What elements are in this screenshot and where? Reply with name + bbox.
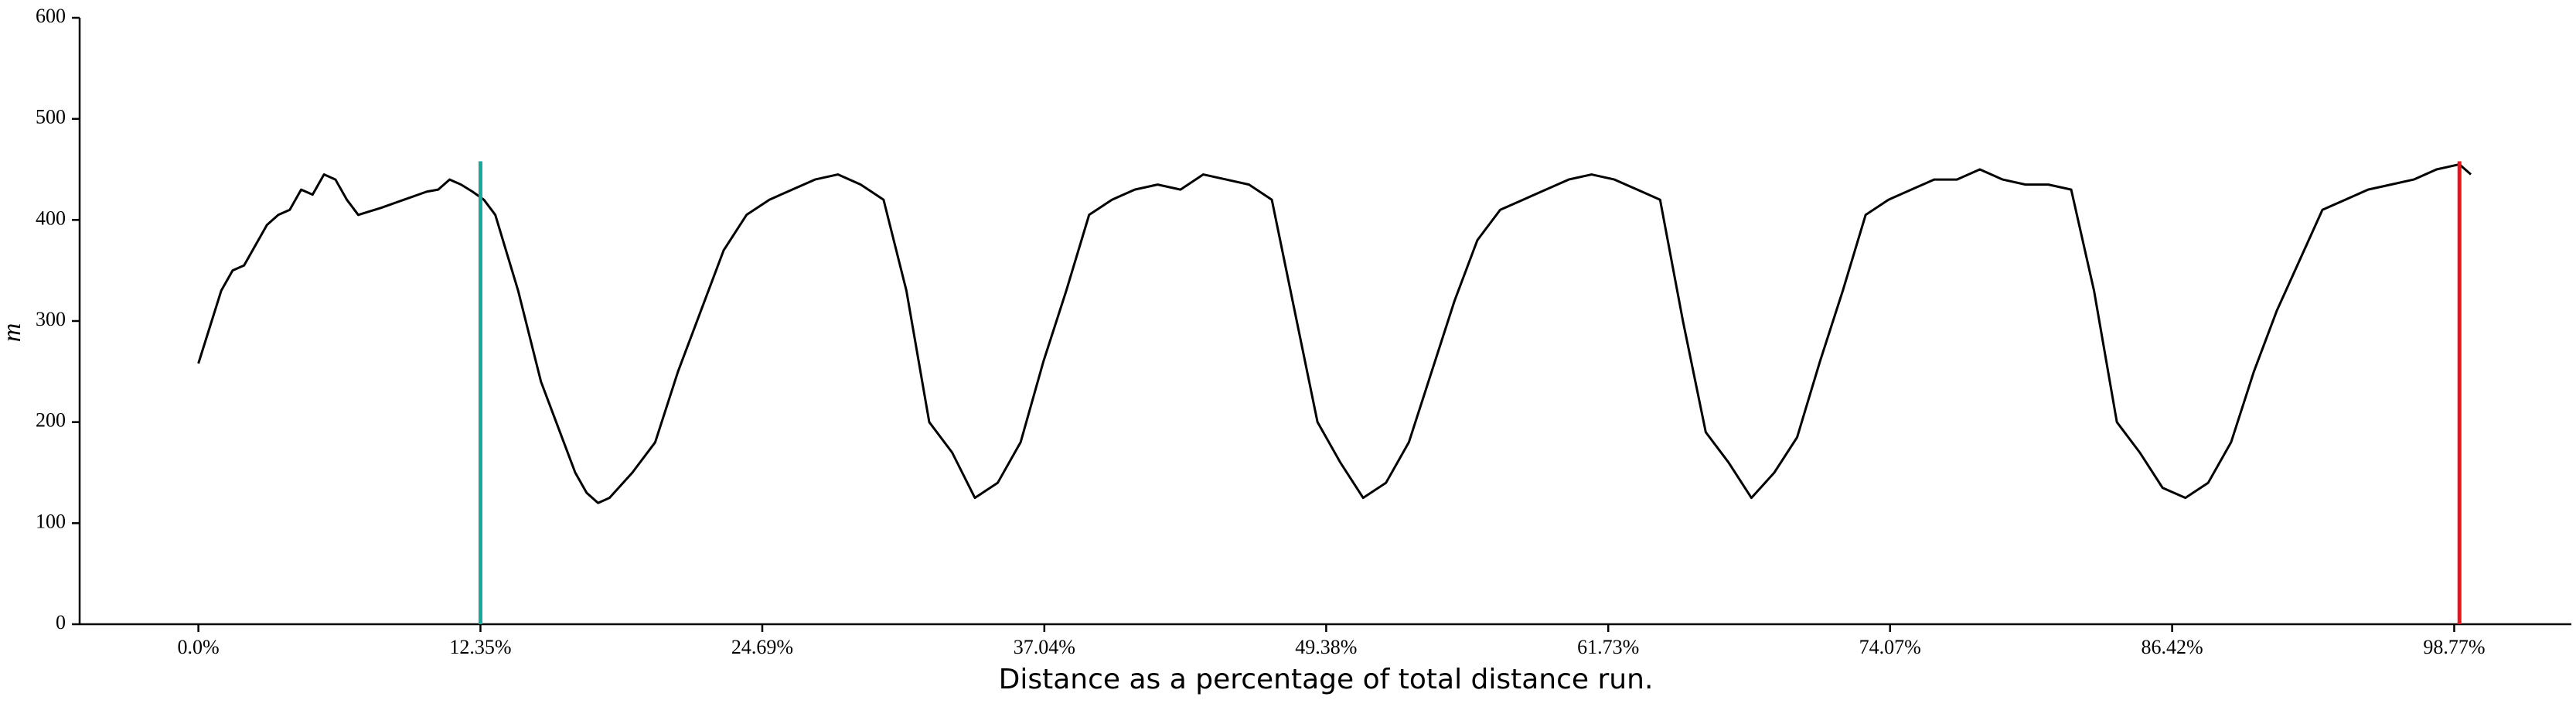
y-tick-label: 600 bbox=[36, 5, 66, 27]
data-line bbox=[197, 162, 2472, 504]
x-tick-label: 12.35% bbox=[449, 636, 511, 658]
x-tick-label: 0.0% bbox=[178, 636, 220, 658]
x-tick-label: 98.77% bbox=[2423, 636, 2485, 658]
x-tick-label: 86.42% bbox=[2142, 636, 2203, 658]
x-tick-label: 61.73% bbox=[1577, 636, 1639, 658]
y-tick-label: 300 bbox=[36, 308, 66, 330]
x-axis-label: Distance as a percentage of total distan… bbox=[999, 664, 1654, 695]
y-tick-label: 400 bbox=[36, 207, 66, 229]
x-tick-label: 49.38% bbox=[1295, 636, 1357, 658]
y-axis-label: m bbox=[0, 323, 26, 343]
x-tick-label: 24.69% bbox=[731, 636, 793, 658]
x-tick-label: 37.04% bbox=[1014, 636, 1075, 658]
y-tick-label: 0 bbox=[56, 611, 66, 634]
x-tick-label: 74.07% bbox=[1859, 636, 1921, 658]
y-tick-label: 500 bbox=[36, 106, 66, 128]
y-tick-label: 200 bbox=[36, 409, 66, 432]
y-tick-label: 100 bbox=[36, 510, 66, 532]
